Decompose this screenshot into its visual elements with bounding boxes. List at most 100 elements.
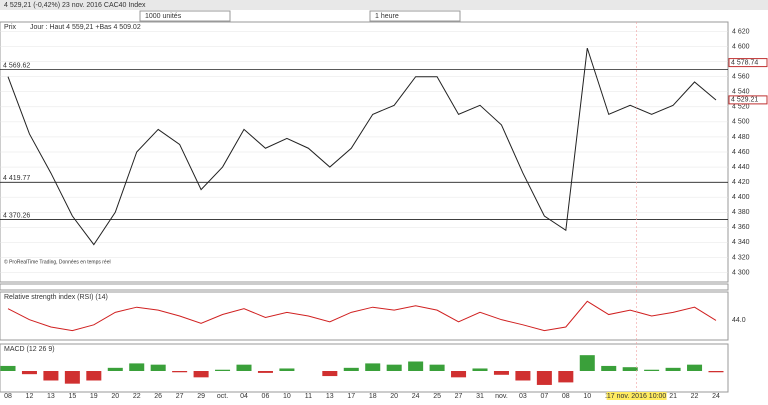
x-tick-label: 07	[540, 393, 548, 400]
bar	[386, 364, 402, 371]
x-tick-label: 08	[4, 393, 12, 400]
x-tick-label: 20	[111, 393, 119, 400]
x-tick-label: 04	[240, 393, 248, 400]
x-tick-label: 24	[412, 393, 420, 400]
x-tick-label: 06	[262, 393, 270, 400]
x-tick-label: nov.	[495, 393, 508, 400]
y-tick-label: 4 540	[732, 89, 750, 96]
bar	[150, 364, 166, 371]
x-tick-label: 13	[47, 393, 55, 400]
x-tick-label: 11	[305, 393, 312, 400]
level-label: 4 569.62	[3, 62, 30, 69]
x-tick-label: 29	[197, 393, 205, 400]
bar	[493, 371, 509, 375]
price-tag-label: 4 529.21	[731, 97, 758, 104]
y-tick-label: 4 320	[732, 254, 750, 261]
bar	[622, 367, 638, 371]
bar	[193, 371, 209, 378]
bar	[601, 365, 617, 371]
bar	[21, 371, 37, 375]
x-tick-label: 10	[283, 393, 291, 400]
bar	[472, 368, 488, 371]
macd-title: MACD (12 26 9)	[4, 346, 55, 353]
x-tick-label: oct.	[217, 393, 228, 400]
y-tick-label: 4 400	[732, 194, 750, 201]
bar	[107, 367, 123, 371]
bar	[558, 371, 574, 383]
bar	[43, 371, 59, 381]
bar	[579, 355, 595, 371]
level-label: 4 370.26	[3, 212, 30, 219]
y-tick-label: 4 520	[732, 104, 750, 111]
x-tick-label: 22	[133, 393, 141, 400]
bar	[129, 363, 145, 371]
units: 1000 unités	[145, 13, 182, 20]
bar	[515, 371, 531, 381]
y-tick-label: 4 420	[732, 179, 750, 186]
x-tick-label: 20	[390, 393, 398, 400]
x-tick-label: 22	[691, 393, 699, 400]
bar	[236, 364, 252, 371]
y-tick-label: 4 500	[732, 119, 750, 126]
x-tick-label: 24	[712, 393, 720, 400]
y-tick-label: 4 620	[732, 28, 750, 35]
x-tick-label: 25	[433, 393, 441, 400]
bar	[279, 368, 295, 371]
bar	[0, 365, 16, 371]
bar	[429, 364, 445, 371]
x-tick-label: 08	[562, 393, 570, 400]
y-tick-label: 4 380	[732, 209, 750, 216]
y-tick-label: 4 300	[732, 269, 750, 276]
price-tag	[728, 58, 768, 68]
x-tick-label: 15	[68, 393, 76, 400]
y-tick-label: 4 480	[732, 134, 750, 141]
x-tick-label: 31	[476, 393, 484, 400]
level-label: 4 419.77	[3, 175, 30, 182]
volume-frame	[0, 283, 729, 291]
cursor-tag	[606, 392, 667, 400]
rsi-title: Relative strength index (RSI) (14)	[4, 294, 108, 301]
units-select[interactable]	[139, 10, 231, 22]
bar	[644, 369, 660, 371]
bar	[687, 364, 703, 371]
y-tick-label: 4 460	[732, 149, 750, 156]
rsi-value-label: 44.0	[732, 317, 746, 324]
y-tick-label: 4 600	[732, 43, 750, 50]
copyright: © ProRealTime Trading, Données en temps …	[4, 258, 111, 265]
price-tag-label: 4 578.74	[731, 59, 758, 66]
x-tick-label: 19	[90, 393, 98, 400]
toolbar	[0, 0, 768, 10]
period: 1 heure	[375, 13, 399, 20]
bar	[64, 371, 80, 384]
x-tick-label: 03	[519, 393, 527, 400]
price-tag	[728, 95, 768, 105]
y-tick-label: 4 560	[732, 74, 750, 81]
bar	[708, 371, 724, 373]
price-subtitle: Jour : Haut 4 559,21 +Bas 4 509.02	[30, 24, 141, 31]
price-title: Prix	[4, 24, 17, 31]
quote: 4 529,21 (-0,42%) 23 nov. 2016 CAC40 Ind…	[4, 2, 146, 9]
x-tick-label: 21	[669, 393, 677, 400]
bar	[536, 371, 552, 385]
period-select[interactable]	[369, 10, 461, 22]
bar	[86, 371, 102, 381]
bar	[215, 369, 231, 371]
cursor-label: 17 nov. 2016 10:00	[607, 393, 667, 400]
bar	[257, 371, 273, 373]
y-tick-label: 4 360	[732, 224, 750, 231]
macd-frame	[0, 343, 729, 393]
x-tick-label: 10	[583, 393, 591, 400]
line	[7, 47, 717, 246]
x-tick-label: 17	[347, 393, 355, 400]
y-tick-label: 4 340	[732, 239, 750, 246]
x-tick-label: 27	[455, 393, 463, 400]
bar	[343, 367, 359, 371]
bar	[322, 371, 338, 377]
x-tick-label: 12	[26, 393, 34, 400]
x-tick-label: 18	[369, 393, 377, 400]
line	[7, 300, 717, 332]
x-tick-label: 27	[176, 393, 184, 400]
x-tick-label: 13	[326, 393, 334, 400]
